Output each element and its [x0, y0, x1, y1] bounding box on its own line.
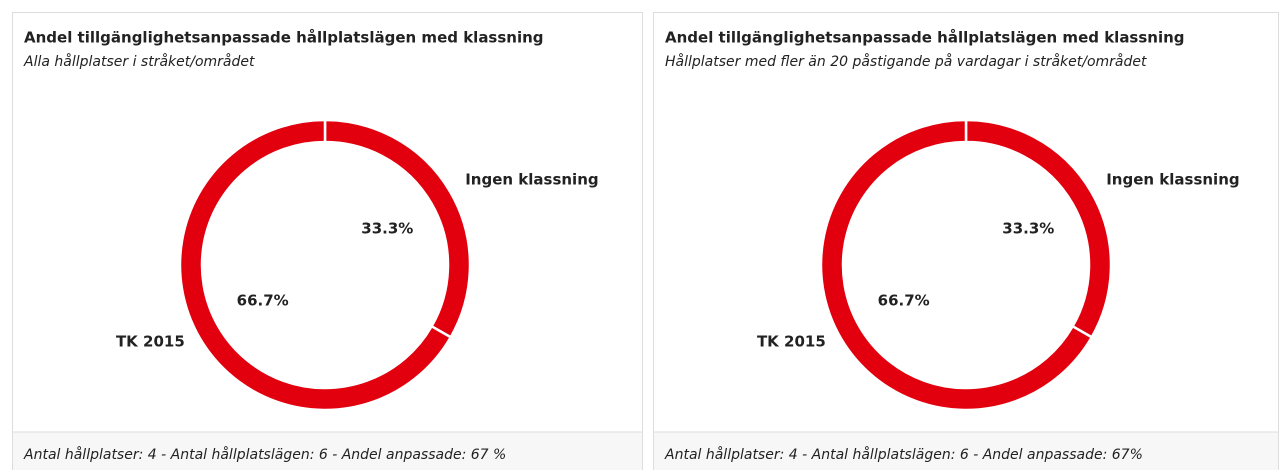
- panel-footer-text: Antal hållplatser: 4 - Antal hållplatslä…: [23, 446, 506, 463]
- slice-value-label: 66.7%: [878, 292, 930, 310]
- panel-title: Andel tillgänglighetsanpassade hållplats…: [24, 29, 544, 47]
- panel-subtitle: Hållplatser med fler än 20 påstigande på…: [665, 53, 1147, 70]
- donut-slice: [178, 118, 453, 412]
- panel-title: Andel tillgänglighetsanpassade hållplats…: [665, 29, 1185, 47]
- panel-footer-text: Antal hållplatser: 4 - Antal hållplatslä…: [664, 446, 1143, 463]
- panel-subtitle: Alla hållplatser i stråket/området: [23, 53, 255, 70]
- donut-slice: [819, 118, 1094, 412]
- slice-label: Ingen klassning: [1106, 170, 1239, 188]
- slice-value-label: 33.3%: [361, 219, 413, 237]
- slice-label: TK 2015: [757, 333, 826, 351]
- panel-footer: [13, 432, 642, 470]
- slice-label: Ingen klassning: [465, 170, 598, 188]
- panel-footer: [654, 432, 1278, 470]
- slice-value-label: 33.3%: [1002, 219, 1054, 237]
- slice-label: TK 2015: [116, 333, 185, 351]
- slice-value-label: 66.7%: [237, 292, 289, 310]
